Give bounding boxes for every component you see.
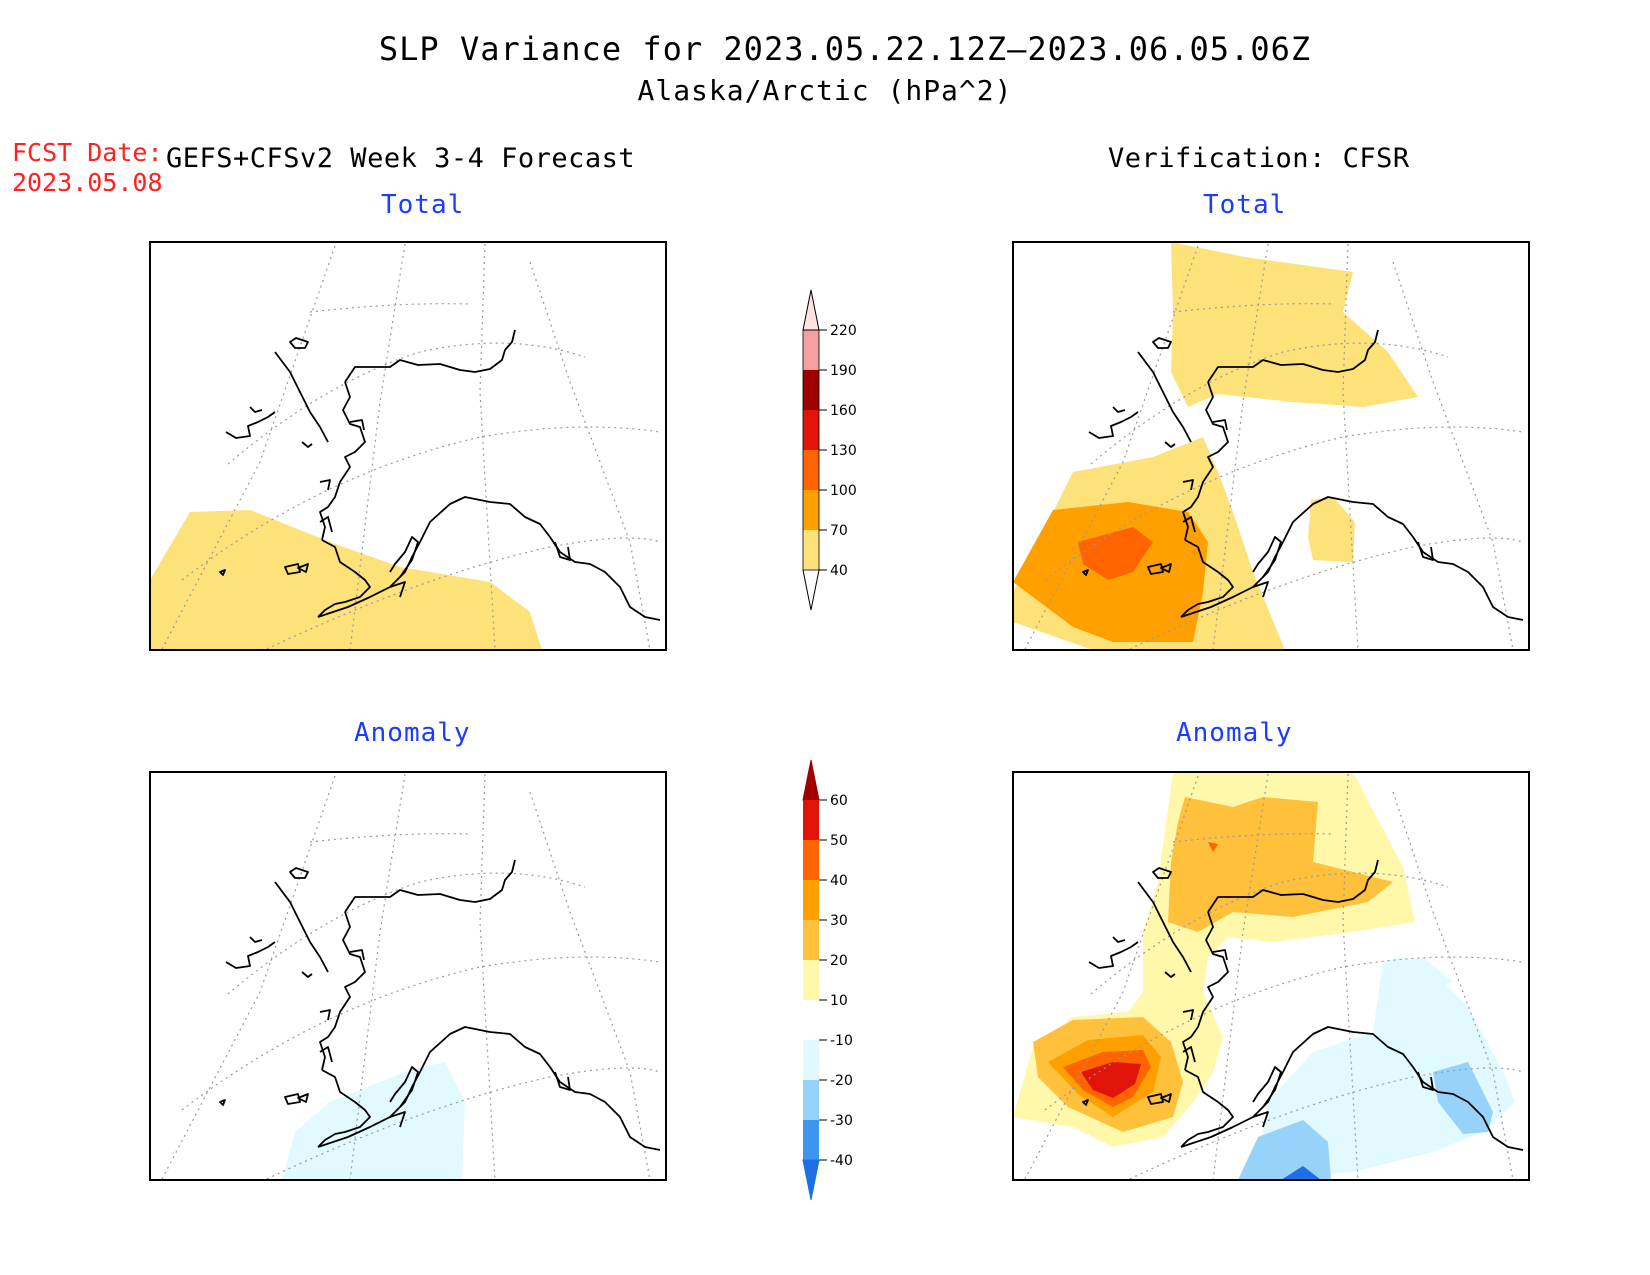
verif-anomaly-label: Anomaly bbox=[1176, 718, 1293, 748]
verification-header: Verification: CFSR bbox=[1108, 143, 1410, 174]
colorbar-total-tick-160: 160 bbox=[830, 403, 857, 419]
colorbar-anomaly-swatch-40-50 bbox=[803, 840, 819, 880]
chart-title: SLP Variance for 2023.05.22.12Z—2023.06.… bbox=[378, 30, 1312, 68]
colorbar-anomaly-tick-10: 10 bbox=[830, 993, 848, 1009]
colorbar-total-tick-130: 130 bbox=[830, 443, 857, 459]
colorbar-anomaly-min-arrow bbox=[802, 1159, 820, 1201]
verif-total-label: Total bbox=[1203, 190, 1287, 220]
forecast-header: GEFS+CFSv2 Week 3-4 Forecast bbox=[166, 143, 636, 174]
colorbar-anomaly-swatch-30-40 bbox=[803, 880, 819, 920]
colorbar-anomaly-tick-minus40: -40 bbox=[830, 1153, 853, 1169]
colorbar-total-tick-190: 190 bbox=[830, 363, 857, 379]
colorbar-total-max-arrow bbox=[802, 289, 820, 331]
colorbar-total-swatch-160-190 bbox=[803, 370, 819, 410]
chart-subtitle: Alaska/Arctic (hPa^2) bbox=[637, 74, 1013, 107]
colorbar-anomaly: 60 50 40 30 20 10 -10 -20 -30 -40 bbox=[802, 759, 853, 1201]
map-forecast-total bbox=[149, 241, 667, 651]
colorbar-anomaly-tick-minus30: -30 bbox=[830, 1113, 853, 1129]
colorbar-total-swatch-70-100 bbox=[803, 490, 819, 530]
colorbar-total-swatch-130-160 bbox=[803, 410, 819, 450]
colorbar-total-swatch-40-70 bbox=[803, 530, 819, 570]
map-verification-total bbox=[1012, 241, 1530, 651]
colorbar-anomaly-swatch-neutral bbox=[803, 1000, 819, 1040]
colorbar-total-min-arrow bbox=[802, 569, 820, 611]
colorbar-total-tick-70: 70 bbox=[830, 523, 848, 539]
colorbar-total-swatch-100-130 bbox=[803, 450, 819, 490]
colorbar-total: 220 190 160 130 100 70 40 bbox=[802, 289, 857, 611]
map-verification-anomaly bbox=[1012, 771, 1530, 1181]
colorbar-anomaly-tick-60: 60 bbox=[830, 793, 848, 809]
map-forecast-anomaly bbox=[149, 771, 667, 1181]
colorbar-anomaly-swatch-minus20-minus30 bbox=[803, 1080, 819, 1120]
colorbar-anomaly-tick-20: 20 bbox=[830, 953, 848, 969]
colorbar-anomaly-tick-minus20: -20 bbox=[830, 1073, 853, 1089]
colorbar-total-tick-220: 220 bbox=[830, 323, 857, 339]
colorbar-total-tick-100: 100 bbox=[830, 483, 857, 499]
colorbar-anomaly-tick-40: 40 bbox=[830, 873, 848, 889]
colorbar-anomaly-tick-30: 30 bbox=[830, 913, 848, 929]
colorbar-anomaly-swatch-50-60 bbox=[803, 800, 819, 840]
colorbar-anomaly-swatch-10-20 bbox=[803, 960, 819, 1000]
colorbar-anomaly-tick-50: 50 bbox=[830, 833, 848, 849]
colorbar-anomaly-max-arrow bbox=[802, 759, 820, 801]
colorbar-total-tick-40: 40 bbox=[830, 563, 848, 579]
colorbar-anomaly-swatch-20-30 bbox=[803, 920, 819, 960]
fcst-total-label: Total bbox=[381, 190, 465, 220]
colorbar-anomaly-swatch-minus30-minus40 bbox=[803, 1120, 819, 1160]
fcst-anomaly-label: Anomaly bbox=[354, 718, 471, 748]
colorbar-total-swatch-190-220 bbox=[803, 330, 819, 370]
colorbar-anomaly-swatch-minus10-minus20 bbox=[803, 1040, 819, 1080]
forecast-date-label: FCST Date: bbox=[12, 138, 163, 167]
colorbar-anomaly-tick-minus10: -10 bbox=[830, 1033, 853, 1049]
forecast-date-block: FCST Date: 2023.05.08 bbox=[12, 138, 163, 198]
forecast-date-value: 2023.05.08 bbox=[12, 168, 163, 197]
